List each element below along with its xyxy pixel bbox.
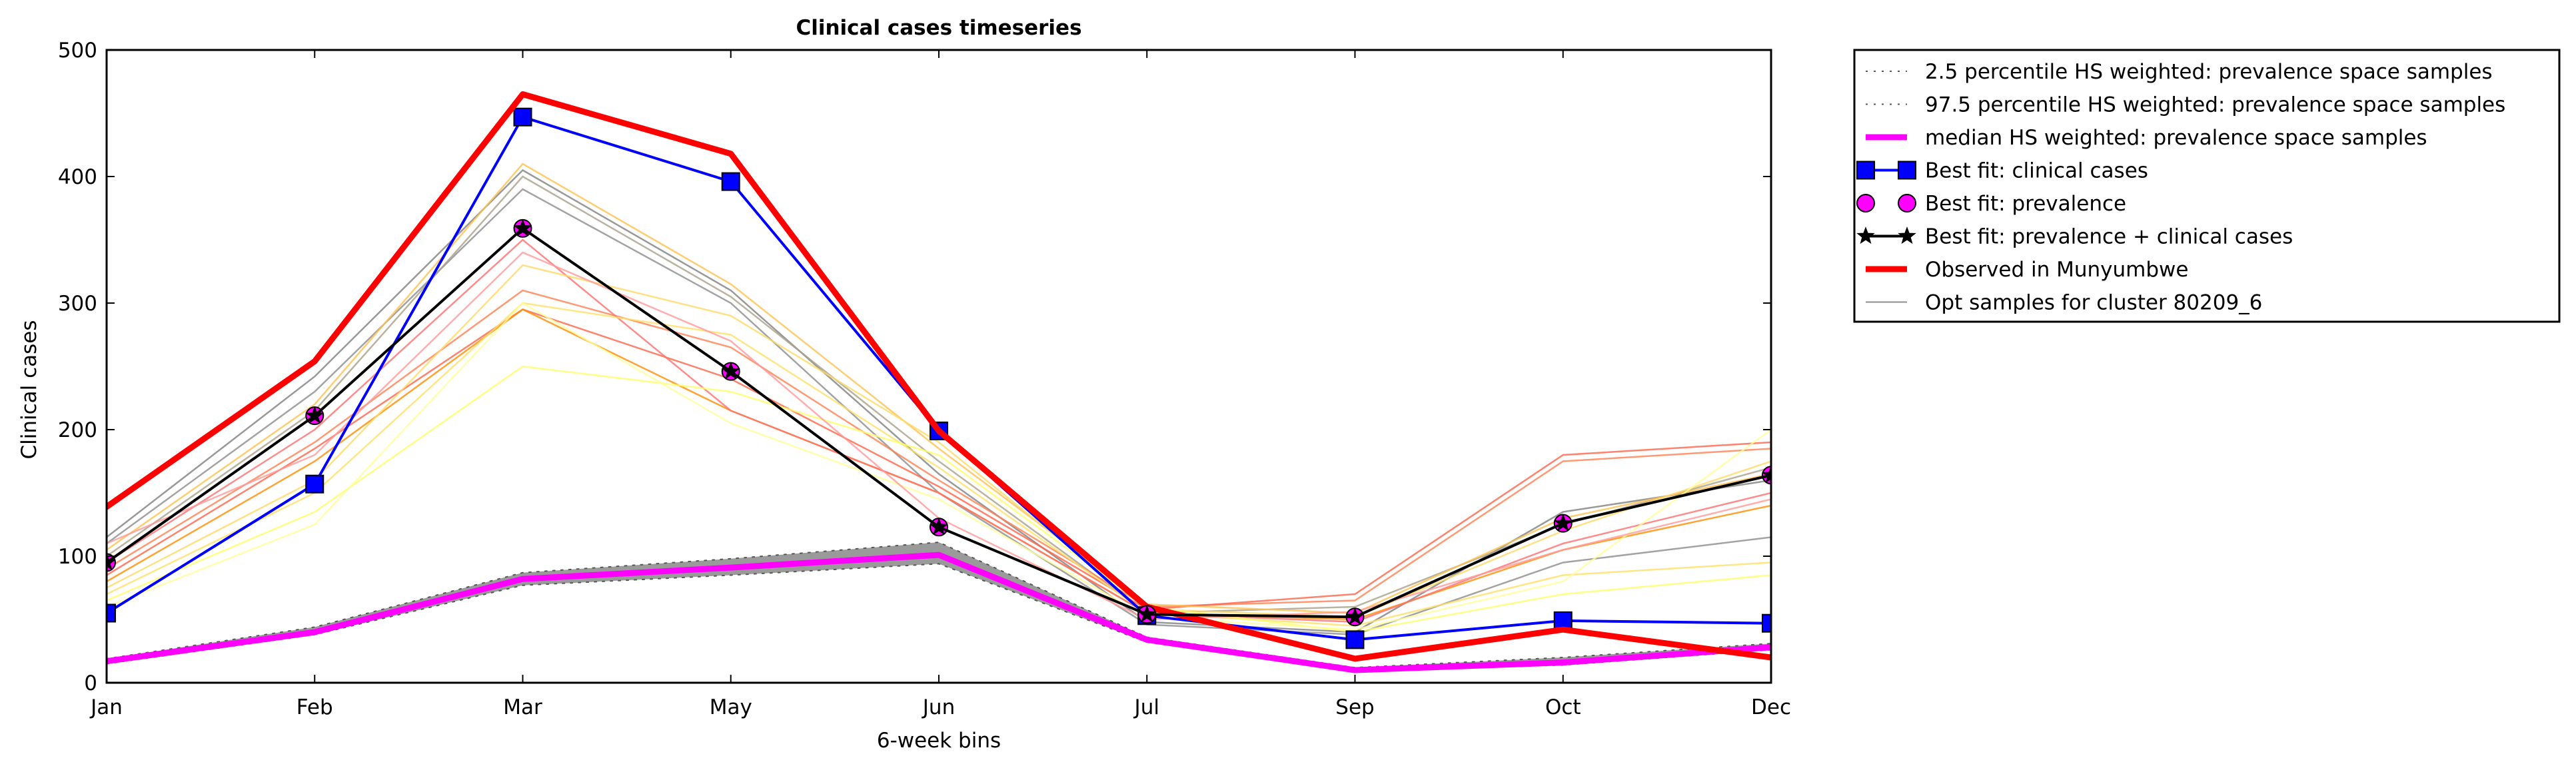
legend-label-8: Opt samples for cluster 80209_6 (1925, 291, 2262, 315)
opt-sample-line-5 (107, 308, 1771, 611)
x-tick-label-1: Jan (89, 695, 123, 719)
plot-frame (105, 49, 1772, 684)
legend-marker-end-5 (1898, 194, 1916, 212)
series-6-point-7 (1345, 607, 1365, 625)
series-1-group (107, 563, 1771, 672)
series-6-point-6 (1137, 604, 1156, 623)
y-axis-label: Clinical cases (17, 320, 41, 459)
legend-marker-start-4 (1856, 161, 1875, 180)
opt-sample-line-11 (107, 365, 1771, 633)
x-tick-label-6: Jul (1133, 695, 1159, 719)
opt-sample-line-12 (107, 302, 1771, 631)
opt-sample-line-4 (107, 289, 1771, 608)
series-6-point-9 (1762, 465, 1771, 484)
legend: 2.5 percentile HS weighted: prevalence s… (1853, 49, 2561, 323)
legend-label-5: Best fit: prevalence (1925, 192, 2126, 216)
legend-entry-2: 97.5 percentile HS weighted: prevalence … (1866, 93, 2505, 117)
series-1-line (107, 563, 1771, 672)
legend-marker-end-6 (1898, 226, 1916, 244)
y-tick-label-3: 200 (58, 418, 97, 442)
series-2-line (107, 542, 1771, 669)
legend-entry-1: 2.5 percentile HS weighted: prevalence s… (1866, 60, 2493, 84)
x-tick-label-4: May (710, 695, 752, 719)
legend-entry-5: Best fit: prevalence (1856, 192, 2126, 216)
x-tick-label-2: Feb (297, 695, 333, 719)
x-tick-label-3: Mar (503, 695, 542, 719)
series-6-point-5 (930, 517, 948, 535)
legend-entry-7: Observed in Munyumbwe (1866, 258, 2188, 282)
series-4-point-1 (107, 603, 116, 623)
legend-marker-start-6 (1856, 226, 1875, 244)
series-6-point-2 (305, 406, 324, 424)
x-tick-label-8: Oct (1545, 695, 1581, 719)
legend-label-2: 97.5 percentile HS weighted: prevalence … (1925, 93, 2505, 117)
series-3-line (107, 552, 1771, 673)
series-6-point-8 (1554, 514, 1573, 532)
series-6-point-4 (722, 362, 740, 380)
series-2-group (107, 542, 1771, 669)
series-3-group (107, 552, 1771, 673)
x-tick-label-5: Jun (922, 695, 955, 719)
x-tick-label-7: Sep (1335, 695, 1374, 719)
legend-label-1: 2.5 percentile HS weighted: prevalence s… (1925, 60, 2493, 84)
percentile-band (107, 542, 1771, 671)
series-6-point-3 (513, 218, 532, 236)
legend-entry-6: Best fit: prevalence + clinical cases (1856, 225, 2293, 249)
x-tick-label-9: Dec (1751, 695, 1791, 719)
y-tick-label-5: 400 (58, 165, 97, 189)
y-tick-label-1: 0 (84, 671, 97, 695)
opt-sample-line-3 (107, 175, 1771, 614)
legend-label-7: Observed in Munyumbwe (1925, 258, 2188, 282)
legend-label-3: median HS weighted: prevalence space sam… (1925, 126, 2427, 150)
legend-marker-end-4 (1898, 161, 1916, 180)
series-7-group (107, 91, 1771, 662)
chart-title: Clinical cases timeseries (796, 16, 1081, 40)
series-4-point-3 (513, 107, 532, 127)
opt-sample-line-10 (107, 302, 1771, 627)
series-4-point-4 (721, 172, 740, 191)
y-tick-label-2: 100 (58, 545, 97, 569)
legend-marker-start-5 (1856, 194, 1875, 212)
x-axis-label: 6-week bins (877, 729, 1001, 753)
legend-label-6: Best fit: prevalence + clinical cases (1925, 225, 2293, 249)
y-tick-label-6: 500 (58, 39, 97, 63)
series-6-group (107, 218, 1771, 625)
y-tick-label-4: 300 (58, 292, 97, 316)
opt-sample-line-8 (107, 163, 1771, 614)
series-4-point-9 (1762, 613, 1771, 633)
legend-entry-4: Best fit: clinical cases (1856, 159, 2148, 183)
legend-box (1853, 49, 2561, 323)
series-6-point-1 (107, 553, 116, 571)
series-7-line (107, 91, 1771, 662)
series-4-point-7 (1345, 630, 1365, 649)
legend-entry-8: Opt samples for cluster 80209_6 (1866, 291, 2262, 315)
opt-sample-line-9 (107, 264, 1771, 618)
plot-area (107, 91, 1771, 673)
series-4-point-8 (1553, 611, 1573, 630)
legend-entry-3: median HS weighted: prevalence space sam… (1866, 126, 2427, 150)
legend-label-4: Best fit: clinical cases (1925, 159, 2148, 183)
series-4-point-2 (305, 474, 324, 494)
